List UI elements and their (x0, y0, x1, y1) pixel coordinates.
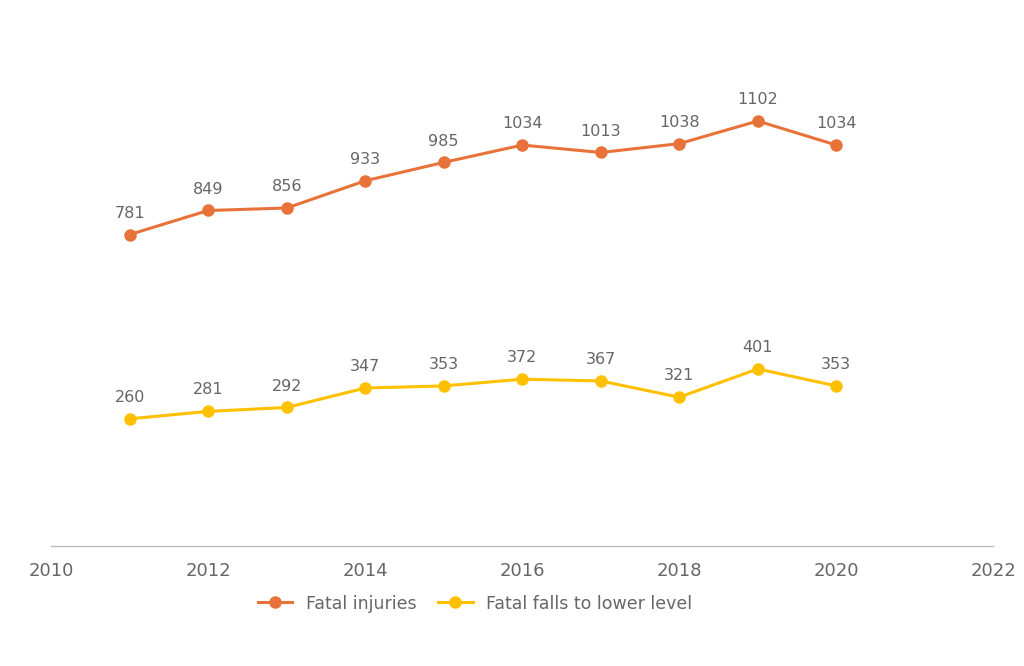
Text: 849: 849 (193, 182, 223, 196)
Text: 985: 985 (428, 133, 459, 149)
Fatal falls to lower level (437, 382, 450, 390)
Fatal falls to lower level (359, 384, 372, 392)
Text: 856: 856 (271, 179, 302, 194)
Fatal injuries (830, 141, 843, 149)
Fatal falls to lower level (124, 415, 136, 423)
Text: 401: 401 (742, 340, 773, 355)
Text: 347: 347 (350, 359, 380, 374)
Fatal falls to lower level (595, 377, 607, 385)
Fatal falls to lower level (830, 382, 843, 390)
Fatal falls to lower level (752, 365, 764, 373)
Text: 933: 933 (350, 152, 380, 167)
Text: 321: 321 (665, 368, 694, 384)
Text: 367: 367 (586, 352, 615, 367)
Text: 353: 353 (821, 357, 851, 372)
Fatal falls to lower level (673, 393, 685, 401)
Fatal injuries (281, 204, 293, 212)
Text: 781: 781 (115, 206, 145, 220)
Text: 1038: 1038 (658, 115, 699, 130)
Text: 260: 260 (115, 390, 144, 405)
Line: Fatal falls to lower level: Fatal falls to lower level (124, 364, 842, 424)
Fatal falls to lower level (516, 375, 528, 383)
Text: 1034: 1034 (502, 116, 543, 131)
Text: 353: 353 (429, 357, 459, 372)
Line: Fatal injuries: Fatal injuries (124, 115, 842, 240)
Fatal injuries (359, 176, 372, 184)
Text: 292: 292 (271, 378, 302, 394)
Fatal falls to lower level (202, 408, 214, 416)
Text: 372: 372 (507, 350, 538, 365)
Fatal falls to lower level (281, 404, 293, 412)
Text: 1013: 1013 (581, 124, 622, 139)
Fatal injuries (673, 140, 685, 148)
Fatal injuries (752, 117, 764, 125)
Text: 281: 281 (193, 382, 223, 398)
Fatal injuries (516, 141, 528, 149)
Legend: Fatal injuries, Fatal falls to lower level: Fatal injuries, Fatal falls to lower lev… (251, 587, 699, 619)
Fatal injuries (595, 149, 607, 157)
Fatal injuries (124, 230, 136, 238)
Text: 1102: 1102 (737, 92, 778, 107)
Fatal injuries (202, 206, 214, 214)
Text: 1034: 1034 (816, 116, 856, 131)
Fatal injuries (437, 159, 450, 166)
